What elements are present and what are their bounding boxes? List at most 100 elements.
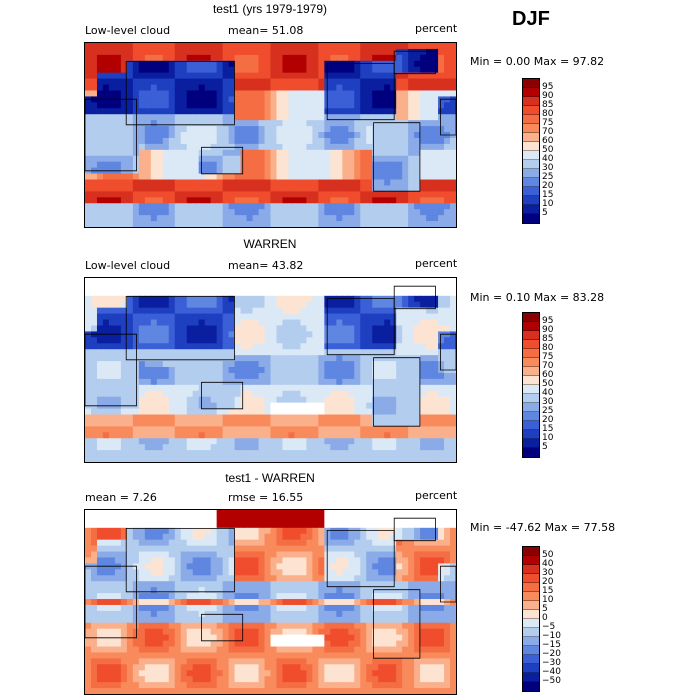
map-cell (174, 402, 182, 410)
map-cell (162, 43, 170, 50)
map-cell (150, 215, 158, 222)
map-cell (90, 90, 98, 98)
map-cell (240, 43, 248, 50)
map-cell (96, 120, 104, 127)
map-cell (198, 396, 206, 404)
map-cell (282, 551, 290, 559)
map-cell (276, 120, 284, 127)
map-cell (234, 521, 242, 529)
map-cell (174, 132, 182, 139)
map-cell (102, 278, 110, 285)
map-cell (330, 331, 337, 338)
map-cell (258, 581, 266, 588)
map-cell (348, 450, 355, 457)
map-cell (276, 426, 284, 433)
map-cell (342, 510, 349, 517)
map-cell (306, 569, 313, 576)
map-cell (240, 361, 248, 368)
map-cell (450, 361, 456, 368)
map-cell (312, 420, 319, 427)
map-cell (408, 372, 415, 380)
map-cell (228, 384, 236, 392)
map-cell (426, 587, 433, 594)
map-cell (294, 456, 302, 462)
map-cell (258, 161, 266, 169)
map-cell (252, 438, 260, 445)
map-cell (216, 60, 224, 68)
map-cell (174, 102, 182, 109)
map-cell (426, 102, 433, 109)
map-cell (330, 132, 337, 139)
map-cell (432, 221, 439, 227)
map-cell (384, 197, 391, 204)
map-cell (348, 72, 355, 80)
map-cell (102, 349, 110, 356)
map-cell (372, 215, 379, 222)
map-cell (354, 331, 361, 338)
map-cell (414, 521, 421, 529)
map-cell (450, 402, 456, 410)
map-cell (174, 604, 182, 612)
map-cell (156, 90, 164, 98)
map-cell (240, 420, 248, 427)
map-cell (210, 539, 218, 547)
map-cell (396, 367, 403, 374)
map-cell (192, 587, 200, 594)
map-cell (312, 60, 319, 68)
map-cell (282, 337, 290, 344)
map-cell (252, 132, 260, 139)
map-cell (90, 551, 98, 559)
map-cell (438, 420, 445, 427)
map-cell (372, 96, 379, 103)
map-cell (126, 143, 134, 151)
map-cell (210, 114, 218, 121)
map-cell (354, 307, 361, 315)
map-cell (246, 78, 254, 86)
map-cell (252, 149, 260, 157)
map-cell (384, 510, 391, 517)
map-cell (234, 355, 242, 362)
map-cell (240, 593, 248, 600)
map-cell (108, 420, 116, 427)
map-cell (378, 456, 385, 462)
map-cell (234, 132, 242, 139)
map-cell (240, 90, 248, 98)
map-cell (420, 325, 427, 333)
colorbar-segment (523, 331, 539, 340)
map-cell (210, 295, 218, 303)
map-cell (372, 191, 379, 198)
map-cell (282, 557, 290, 565)
map-cell (192, 402, 200, 410)
map-cell (258, 604, 266, 612)
map-cell (168, 450, 176, 457)
map-cell (270, 533, 278, 541)
map-cell (378, 137, 385, 145)
map-cell (174, 575, 182, 582)
map-cell (354, 221, 361, 227)
map-cell (132, 510, 140, 517)
map-cell (294, 343, 302, 350)
map-cell (216, 367, 224, 374)
map-cell (120, 301, 128, 309)
map-cell (90, 132, 98, 139)
map-cell (180, 510, 188, 517)
map-cell (318, 378, 325, 386)
map-cell (180, 420, 188, 427)
map-cell (420, 432, 427, 439)
map-cell (216, 444, 224, 451)
map-cell (408, 197, 415, 204)
map-cell (222, 527, 230, 535)
map-cell (138, 450, 146, 457)
map-cell (294, 319, 302, 327)
map-cell (408, 215, 415, 222)
map-cell (348, 78, 355, 86)
map-cell (246, 185, 254, 192)
map-cell (384, 426, 391, 433)
map-cell (282, 569, 290, 576)
map-cell (396, 319, 403, 327)
map-cell (378, 179, 385, 187)
map-cell (348, 96, 355, 103)
map-cell (156, 215, 164, 222)
map-cell (300, 587, 307, 594)
map-cell (288, 420, 296, 427)
